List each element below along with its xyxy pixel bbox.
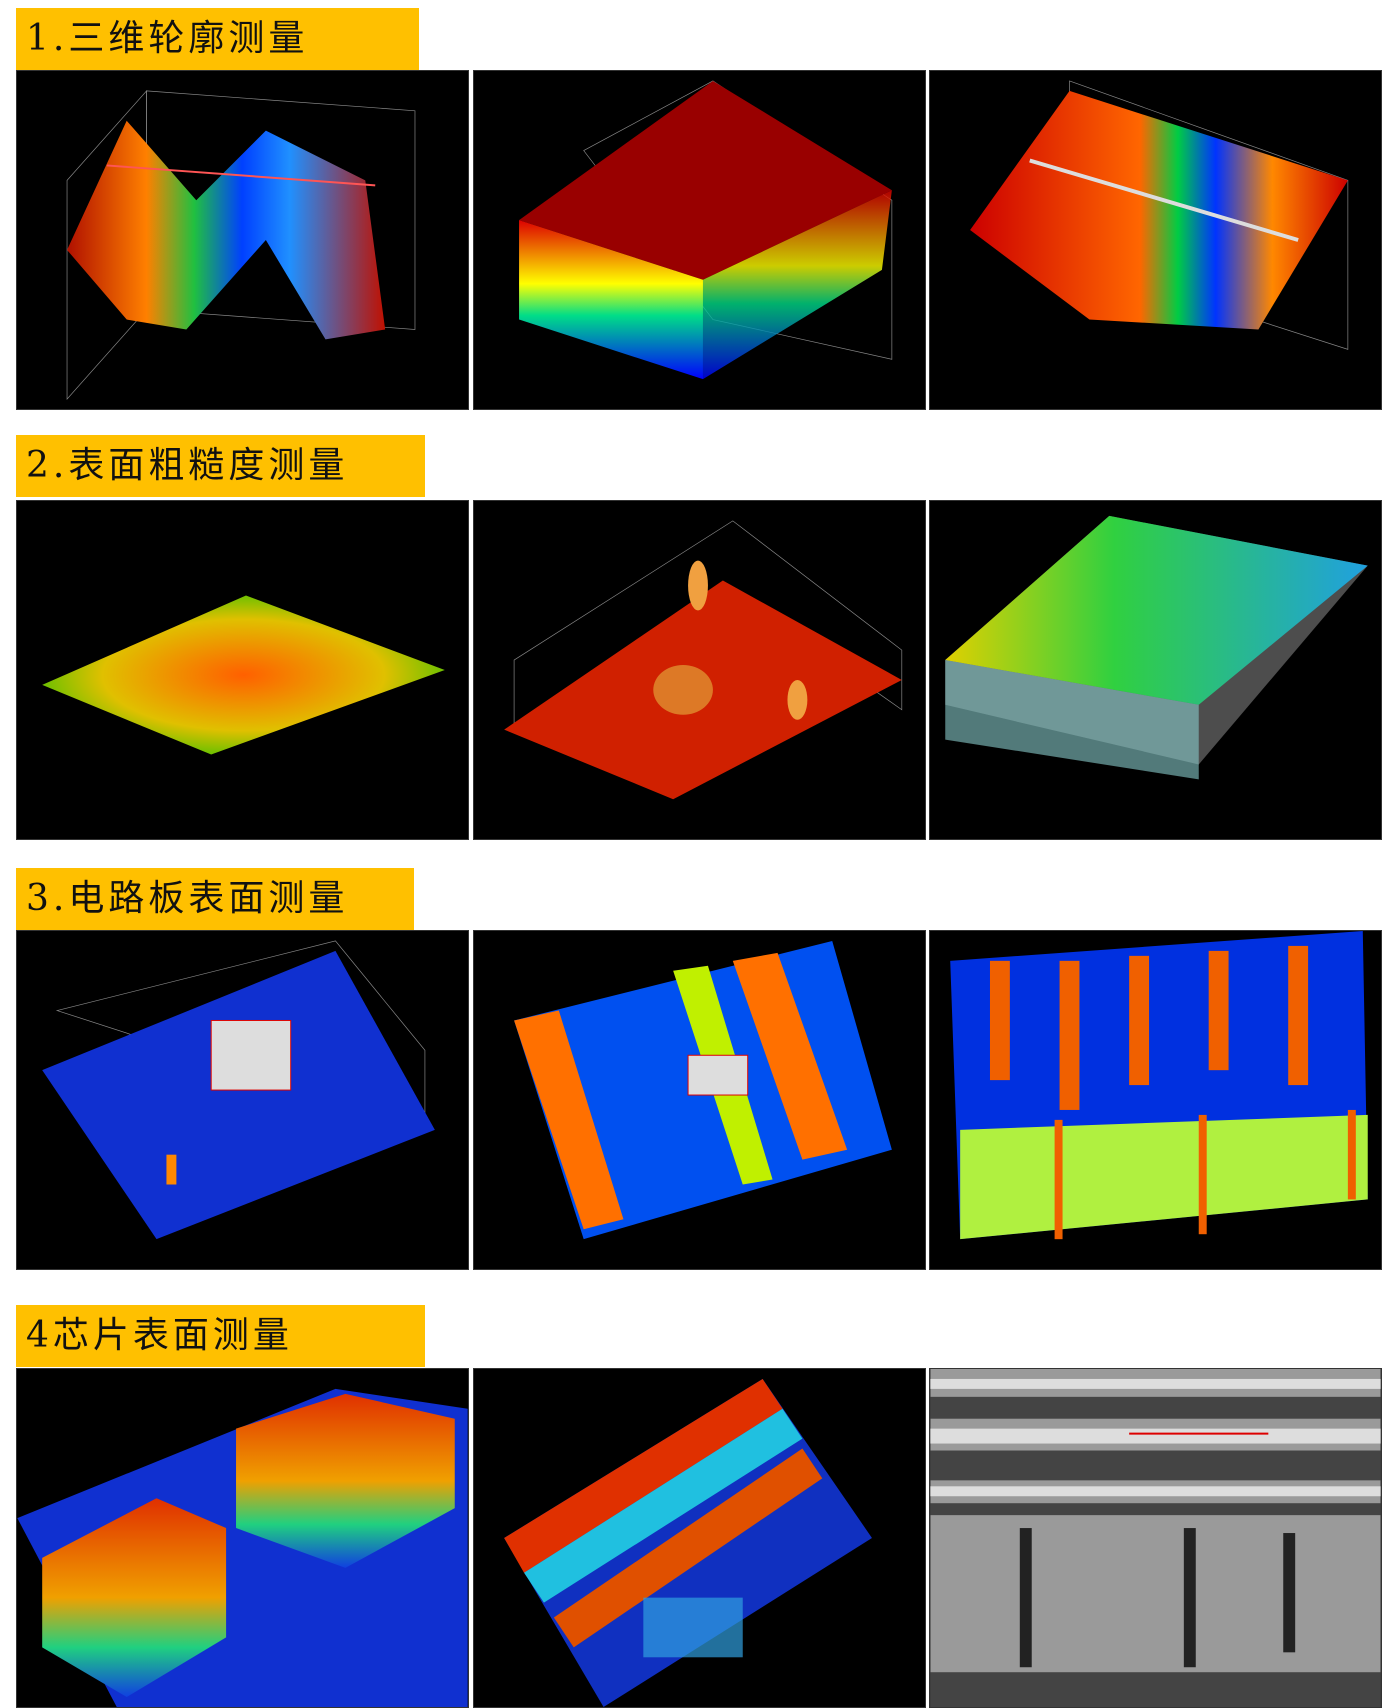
image-pcb-surface-3: [929, 930, 1382, 1270]
section-2-header: 2.表面粗糙度测量: [16, 435, 425, 497]
image-pcb-surface-1: [16, 930, 469, 1270]
image-chip-micrograph: [929, 1368, 1382, 1708]
section-3-header: 3.电路板表面测量: [16, 868, 414, 930]
image-roughness-surface-1: [16, 500, 469, 840]
image-chip-surface-1: [16, 1368, 469, 1708]
image-pcb-surface-2: [473, 930, 926, 1270]
image-roughness-surface-3: [929, 500, 1382, 840]
section-4-header: 4芯片表面测量: [16, 1305, 425, 1367]
image-3d-profile-double-ridge: [16, 70, 469, 410]
image-3d-profile-grooves: [473, 70, 926, 410]
image-roughness-surface-2: [473, 500, 926, 840]
image-3d-profile-curved-surface: [929, 70, 1382, 410]
section-1-header: 1.三维轮廓测量: [16, 8, 419, 70]
image-chip-surface-2: [473, 1368, 926, 1708]
